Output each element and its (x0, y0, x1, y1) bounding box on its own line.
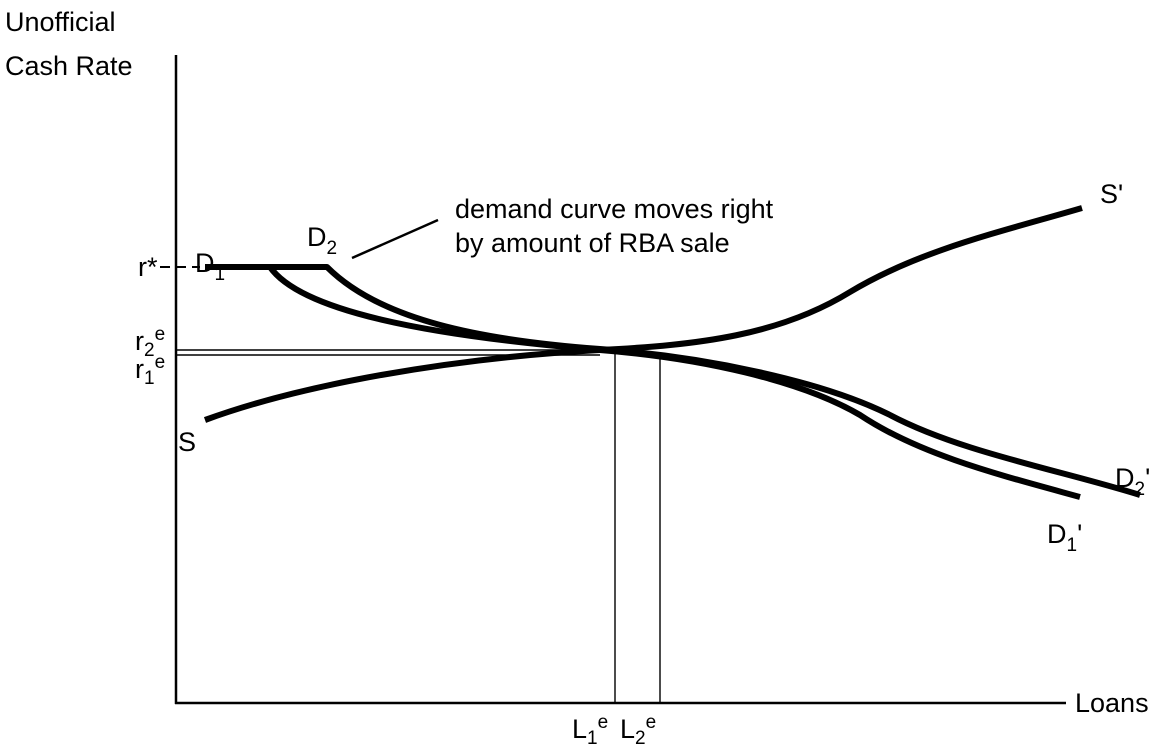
supply-curve (203, 205, 1083, 423)
d2-prime-label: D2' (1115, 463, 1150, 500)
d1-prime-label: D1' (1047, 519, 1082, 556)
s-prime-label: S' (1100, 179, 1123, 209)
s-label: S (178, 427, 196, 457)
d1-label: D1 (195, 248, 225, 285)
r-star-label: r* (138, 252, 158, 282)
l2e-label: L2e (620, 712, 656, 748)
annotation-text: demand curve moves right (455, 194, 774, 224)
annotation-pointer (351, 218, 439, 260)
r2e-label: r2e (135, 324, 165, 361)
annotation-text: by amount of RBA sale (455, 228, 730, 258)
l1e-label: L1e (572, 712, 608, 748)
r1e-label: r1e (135, 352, 165, 389)
x-axis-label: Loans (1075, 688, 1149, 718)
y-axis-label: Unofficial (5, 7, 116, 37)
demand-curve-2 (268, 264, 1141, 498)
d2-label: D2 (307, 222, 337, 259)
y-axis-label: Cash Rate (5, 51, 133, 81)
